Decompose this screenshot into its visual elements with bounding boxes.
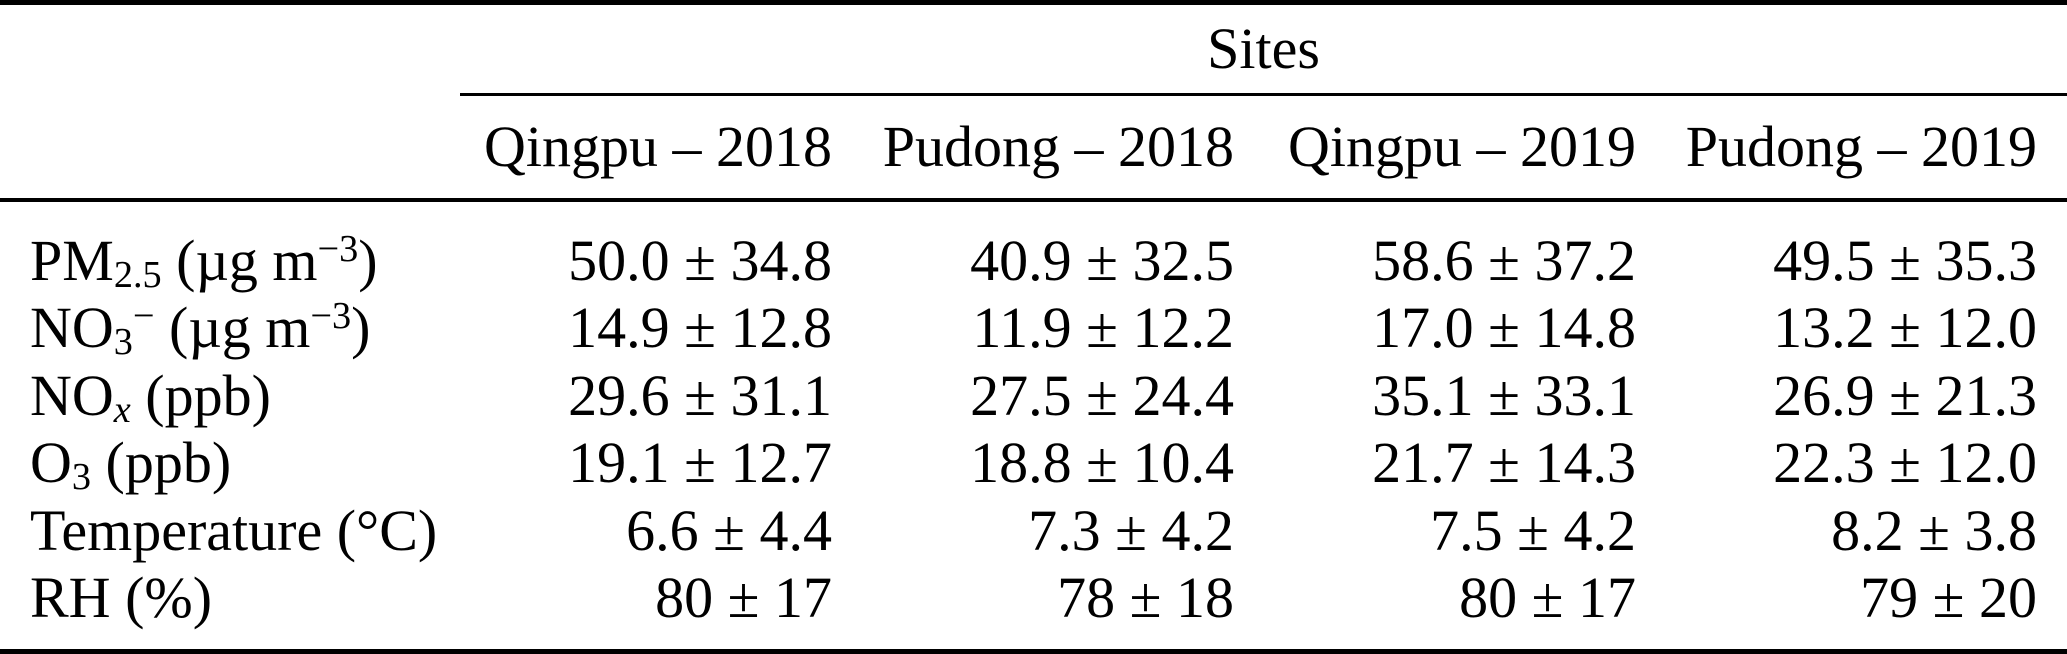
column-header-pudong-2019: Pudong – 2019 bbox=[1666, 94, 2067, 202]
sites-group-row: Sites bbox=[0, 2, 2067, 96]
value-cell: 80 ± 17 bbox=[1459, 565, 1636, 631]
value-cell: 58.6 ± 37.2 bbox=[1372, 227, 1636, 293]
label-part: Temperature (°C) bbox=[30, 498, 438, 564]
value-cell: 6.6 ± 4.4 bbox=[626, 498, 832, 564]
label-part: (ppb) bbox=[130, 362, 271, 428]
empty-corner-cell bbox=[0, 3, 460, 95]
label-part: O bbox=[30, 430, 72, 496]
row-label-pm25: PM2.5 (µg m−3) bbox=[0, 200, 460, 295]
value-cell: 7.3 ± 4.2 bbox=[1028, 498, 1234, 564]
label-part: NO bbox=[30, 362, 114, 428]
row-label-nitrate: NO3− (µg m−3) bbox=[0, 294, 460, 362]
value-cell: 29.6 ± 31.1 bbox=[568, 362, 832, 428]
value-cell: 14.9 ± 12.8 bbox=[568, 294, 832, 360]
table-row-rh: RH (%) 80 ± 17 78 ± 18 80 ± 17 79 ± 20 bbox=[0, 565, 2067, 651]
table-row-nitrate: NO3− (µg m−3) 14.9 ± 12.8 11.9 ± 12.2 17… bbox=[0, 294, 2067, 362]
value-cell: 35.1 ± 33.1 bbox=[1372, 362, 1636, 428]
table-row-temperature: Temperature (°C) 6.6 ± 4.4 7.3 ± 4.2 7.5… bbox=[0, 497, 2067, 565]
column-header-row: Qingpu – 2018 Pudong – 2018 Qingpu – 201… bbox=[0, 94, 2067, 202]
table-row-pm25: PM2.5 (µg m−3) 50.0 ± 34.8 40.9 ± 32.5 5… bbox=[0, 200, 2067, 295]
row-label-nox: NOx (ppb) bbox=[0, 362, 460, 430]
label-subscript: x bbox=[113, 388, 131, 431]
label-subscript: 3 bbox=[71, 456, 92, 499]
value-cell: 79 ± 20 bbox=[1860, 565, 2037, 631]
label-part: ) bbox=[358, 227, 378, 293]
sites-group-header: Sites bbox=[460, 2, 2067, 96]
value-cell: 18.8 ± 10.4 bbox=[970, 430, 1234, 496]
empty-header-cell bbox=[0, 94, 460, 202]
value-cell: 22.3 ± 12.0 bbox=[1773, 430, 2037, 496]
column-header-qingpu-2018: Qingpu – 2018 bbox=[460, 94, 862, 202]
value-cell: 27.5 ± 24.4 bbox=[970, 362, 1234, 428]
row-label-temperature: Temperature (°C) bbox=[0, 497, 460, 565]
label-subscript: 2.5 bbox=[113, 253, 162, 296]
label-part: (µg m bbox=[154, 294, 311, 360]
value-cell: 50.0 ± 34.8 bbox=[568, 227, 832, 293]
row-label-rh: RH (%) bbox=[0, 565, 460, 651]
label-part: RH (%) bbox=[30, 565, 213, 631]
table-row-ozone: O3 (ppb) 19.1 ± 12.7 18.8 ± 10.4 21.7 ± … bbox=[0, 430, 2067, 498]
label-part: ) bbox=[351, 294, 371, 360]
value-cell: 7.5 ± 4.2 bbox=[1430, 498, 1636, 564]
value-cell: 13.2 ± 12.0 bbox=[1773, 294, 2037, 360]
value-cell: 26.9 ± 21.3 bbox=[1773, 362, 2037, 428]
label-superscript: −3 bbox=[310, 294, 352, 337]
value-cell: 40.9 ± 32.5 bbox=[970, 227, 1234, 293]
label-superscript: −3 bbox=[317, 227, 359, 270]
column-header-qingpu-2019: Qingpu – 2019 bbox=[1264, 94, 1666, 202]
value-cell: 21.7 ± 14.3 bbox=[1372, 430, 1636, 496]
label-part: PM bbox=[30, 227, 114, 293]
label-subscript: 3 bbox=[113, 320, 133, 363]
value-cell: 80 ± 17 bbox=[655, 565, 832, 631]
value-cell: 17.0 ± 14.8 bbox=[1372, 294, 1636, 360]
value-cell: 11.9 ± 12.2 bbox=[972, 294, 1234, 360]
label-part: (µg m bbox=[161, 227, 318, 293]
value-cell: 49.5 ± 35.3 bbox=[1773, 227, 2037, 293]
label-superscript: − bbox=[132, 294, 155, 337]
value-cell: 19.1 ± 12.7 bbox=[568, 430, 832, 496]
row-label-ozone: O3 (ppb) bbox=[0, 430, 460, 498]
label-part: NO bbox=[30, 294, 114, 360]
value-cell: 78 ± 18 bbox=[1057, 565, 1234, 631]
value-cell: 8.2 ± 3.8 bbox=[1831, 498, 2037, 564]
label-part: (ppb) bbox=[91, 430, 232, 496]
table-row-nox: NOx (ppb) 29.6 ± 31.1 27.5 ± 24.4 35.1 ±… bbox=[0, 362, 2067, 430]
column-header-pudong-2018: Pudong – 2018 bbox=[862, 94, 1264, 202]
